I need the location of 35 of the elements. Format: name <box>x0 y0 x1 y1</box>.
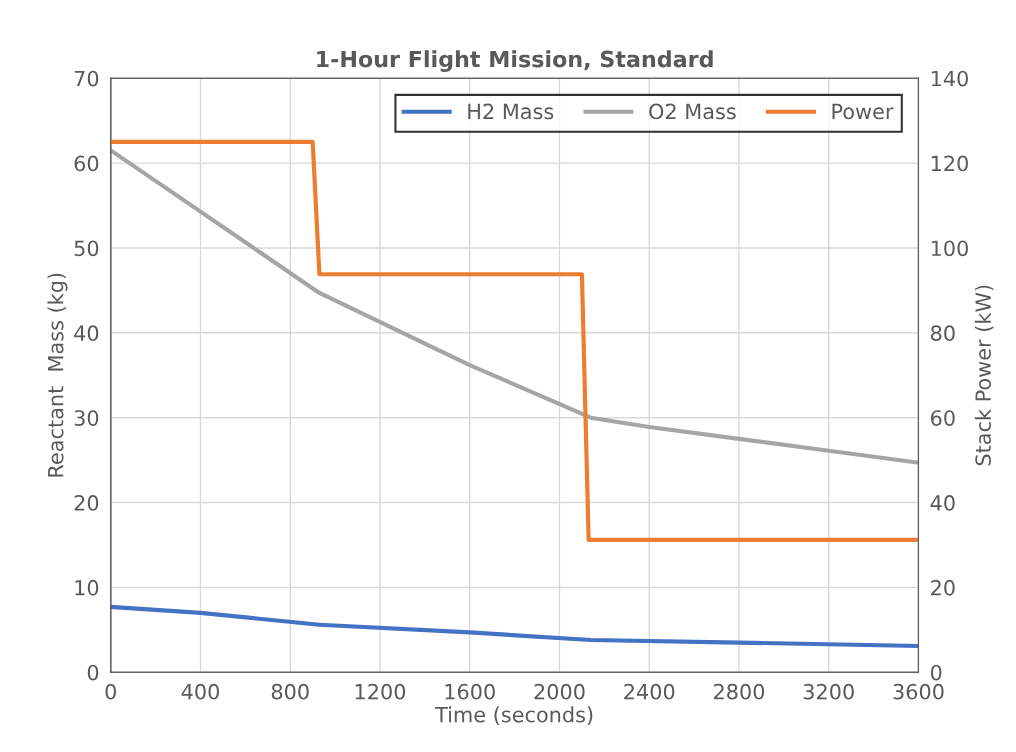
legend-label: O2 Mass <box>649 103 736 120</box>
y2-tick-label: 100 <box>931 240 968 257</box>
y-tick-label: 0 <box>87 664 99 681</box>
y2-tick-label: 60 <box>931 410 955 426</box>
y-tick-label: 20 <box>74 495 99 511</box>
x-tick-label: 0 <box>105 683 116 700</box>
y2-axis-title: Stack Power (kW) <box>974 285 994 466</box>
y2-tick-label: 40 <box>930 495 955 511</box>
y2-tick-label: 80 <box>930 325 955 342</box>
x-tick-label: 3200 <box>803 683 854 700</box>
x-tick-label: 1200 <box>355 683 406 700</box>
y2-tick-label: 140 <box>931 70 968 87</box>
y-tick-label: 50 <box>74 240 99 257</box>
y-axis-title: Reactant Mass (kg) <box>47 273 68 477</box>
x-tick-label: 2000 <box>534 683 585 700</box>
y-tick-label: 10 <box>75 579 99 596</box>
line-series <box>110 148 919 465</box>
x-tick-label: 400 <box>181 683 219 700</box>
legend-label: H2 Mass <box>468 103 554 120</box>
y-tick-label: 40 <box>74 325 99 342</box>
y-tick-label: 30 <box>74 410 99 426</box>
x-tick-label: 3600 <box>893 683 944 700</box>
chart-title: 1-Hour Flight Mission, Standard <box>317 50 713 72</box>
x-tick-label: 800 <box>271 683 309 700</box>
y2-tick-label: 0 <box>930 664 942 681</box>
y-tick-label: 70 <box>74 70 99 87</box>
y2-tick-label: 120 <box>931 155 968 172</box>
y-tick-label: 60 <box>74 155 99 172</box>
x-tick-label: 2400 <box>624 683 675 700</box>
y2-tick-label: 20 <box>931 579 955 596</box>
x-axis-title: Time (seconds) <box>435 706 593 725</box>
x-tick-label: 1600 <box>445 683 495 700</box>
line-series <box>110 604 919 649</box>
legend-label: Power <box>832 103 894 120</box>
x-tick-label: 2800 <box>713 683 765 700</box>
